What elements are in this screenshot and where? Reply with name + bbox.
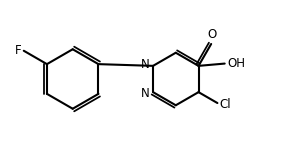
- Text: OH: OH: [227, 57, 245, 70]
- Text: N: N: [141, 87, 150, 100]
- Text: F: F: [15, 44, 21, 57]
- Text: N: N: [141, 58, 150, 71]
- Text: Cl: Cl: [219, 97, 231, 111]
- Text: O: O: [207, 27, 216, 40]
